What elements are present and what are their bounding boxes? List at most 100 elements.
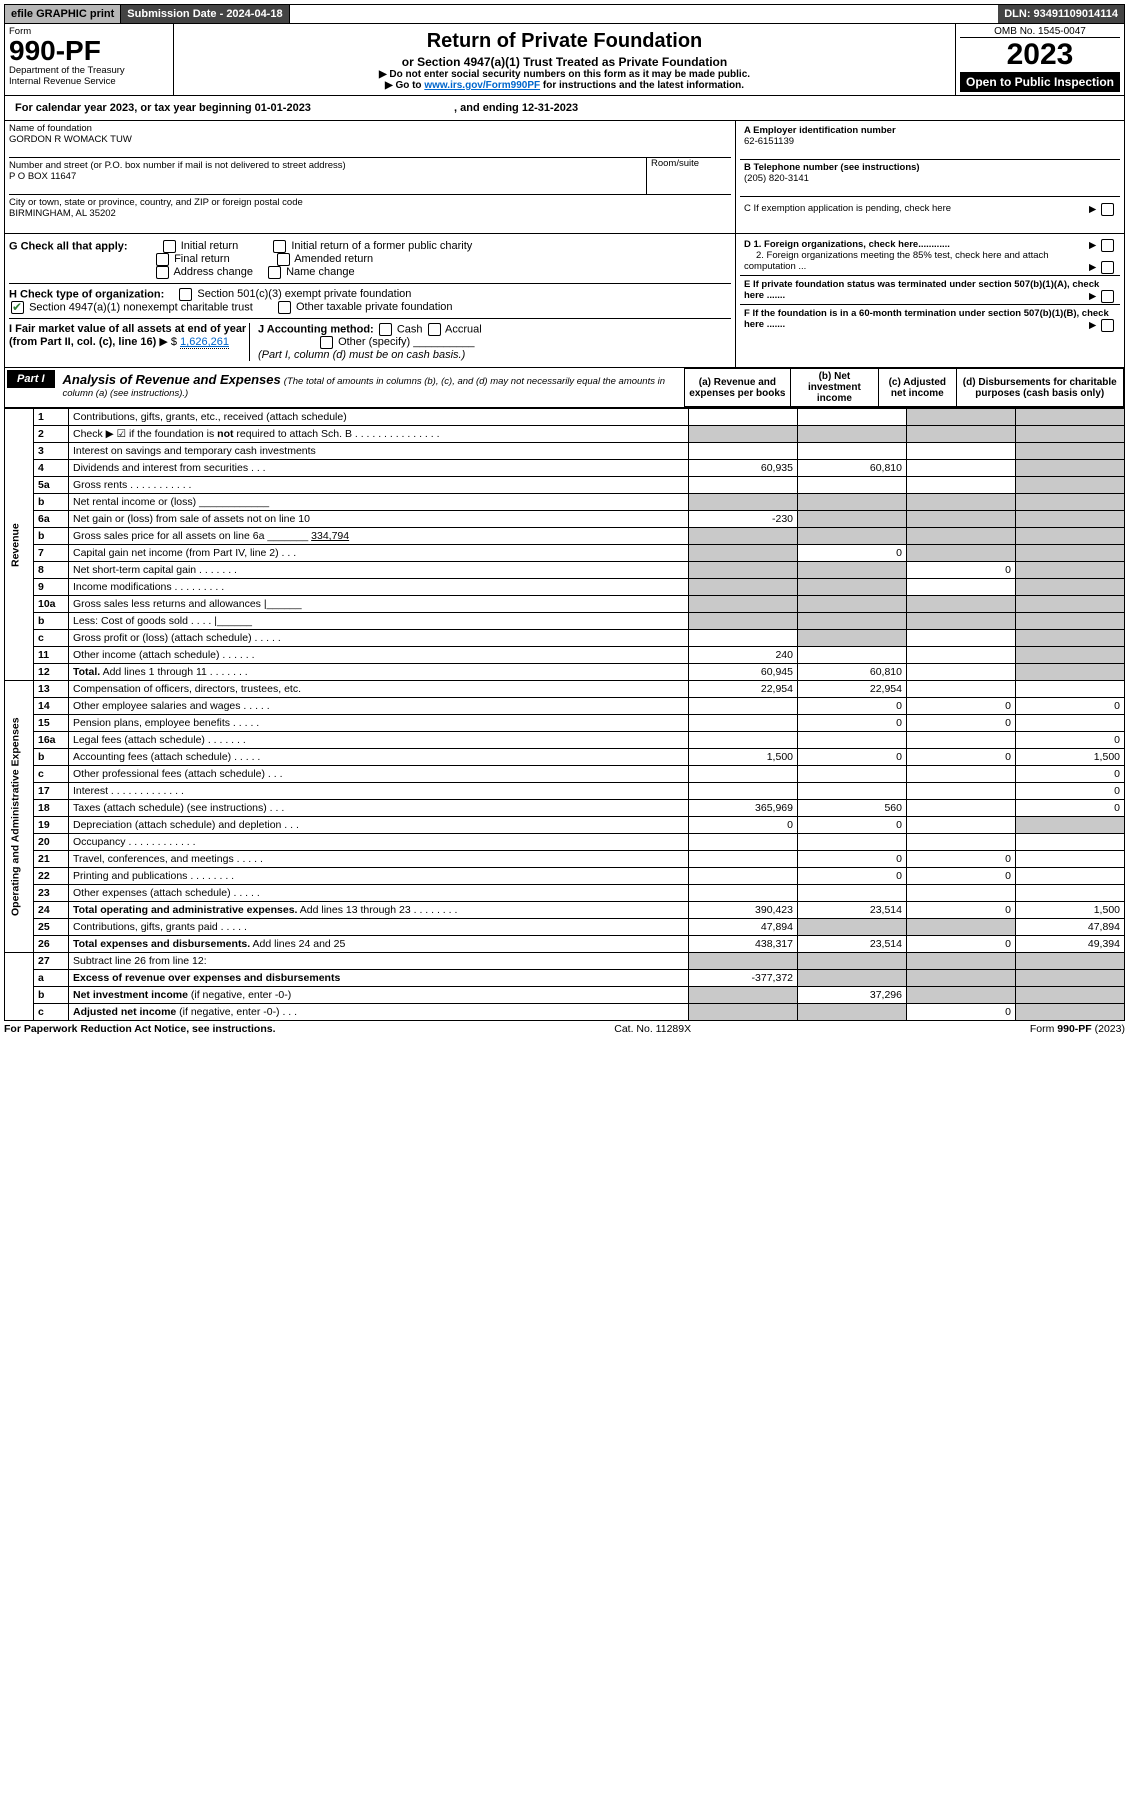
row-number: c: [34, 630, 69, 647]
cell-value: [1016, 834, 1125, 851]
row-number: 8: [34, 562, 69, 579]
cell-value: [1016, 681, 1125, 698]
ein-value: 62-6151139: [744, 136, 794, 147]
cell-value: 23,514: [798, 936, 907, 953]
row-desc: Pension plans, employee benefits . . . .…: [69, 715, 689, 732]
checkbox-e[interactable]: [1101, 290, 1114, 303]
table-row: 6aNet gain or (loss) from sale of assets…: [5, 511, 1125, 528]
table-row: aExcess of revenue over expenses and dis…: [5, 970, 1125, 987]
row-number: 15: [34, 715, 69, 732]
cell-value: 0: [907, 868, 1016, 885]
row-desc: Check ▶ ☑ if the foundation is not requi…: [69, 426, 689, 443]
cell-grey: [798, 494, 907, 511]
cell-value: 0: [907, 851, 1016, 868]
foundation-city: BIRMINGHAM, AL 35202: [9, 208, 116, 219]
cell-value: 0: [907, 698, 1016, 715]
table-row: bNet investment income (if negative, ent…: [5, 987, 1125, 1004]
tax-year: 2023: [960, 38, 1120, 72]
table-row: 23Other expenses (attach schedule) . . .…: [5, 885, 1125, 902]
efile-print-button[interactable]: efile GRAPHIC print: [5, 5, 121, 23]
row-desc: Less: Cost of goods sold . . . . |______: [69, 613, 689, 630]
table-row: 22Printing and publications . . . . . . …: [5, 868, 1125, 885]
row-number: 21: [34, 851, 69, 868]
j-note: (Part I, column (d) must be on cash basi…: [258, 349, 465, 361]
checkbox-accrual[interactable]: [428, 323, 441, 336]
cell-value: 23,514: [798, 902, 907, 919]
cell-value: 0: [798, 868, 907, 885]
checkbox-other-tax[interactable]: [278, 301, 291, 314]
row-number: c: [34, 766, 69, 783]
cell-grey: [1016, 562, 1125, 579]
row-desc: Gross rents . . . . . . . . . . .: [69, 477, 689, 494]
row-desc: Printing and publications . . . . . . . …: [69, 868, 689, 885]
table-row: 25Contributions, gifts, grants paid . . …: [5, 919, 1125, 936]
row-desc: Legal fees (attach schedule) . . . . . .…: [69, 732, 689, 749]
row-number: 2: [34, 426, 69, 443]
table-row: bNet rental income or (loss) ___________…: [5, 494, 1125, 511]
cell-grey: [1016, 494, 1125, 511]
row-number: 6a: [34, 511, 69, 528]
bottom-spacer: [5, 953, 34, 1021]
cell-grey: [798, 970, 907, 987]
cell-value: [689, 766, 798, 783]
checkbox-final[interactable]: [156, 253, 169, 266]
cell-grey: [1016, 528, 1125, 545]
f-label: F If the foundation is in a 60-month ter…: [744, 308, 1109, 330]
row-number: 10a: [34, 596, 69, 613]
cell-value: [689, 783, 798, 800]
cell-value: [798, 783, 907, 800]
cell-value: [689, 885, 798, 902]
cell-value: 0: [907, 1004, 1016, 1021]
cell-value: 0: [1016, 766, 1125, 783]
checkbox-cash[interactable]: [379, 323, 392, 336]
cell-value: [907, 460, 1016, 477]
checkbox-4947[interactable]: [11, 301, 24, 314]
cell-grey: [1016, 426, 1125, 443]
col-c-header: (c) Adjusted net income: [879, 369, 956, 407]
cell-grey: [689, 562, 798, 579]
cell-value: [907, 834, 1016, 851]
cell-value: 0: [907, 562, 1016, 579]
cell-value: [907, 783, 1016, 800]
row-number: b: [34, 494, 69, 511]
form-header: Form 990-PF Department of the Treasury I…: [4, 24, 1125, 96]
dept-label: Department of the Treasury: [9, 65, 169, 76]
foundation-name: GORDON R WOMACK TUW: [9, 134, 132, 145]
form-number: 990-PF: [9, 37, 169, 65]
irs-label: Internal Revenue Service: [9, 76, 169, 87]
cell-grey: [689, 596, 798, 613]
submission-date: Submission Date - 2024-04-18: [121, 5, 289, 23]
cell-value: [907, 681, 1016, 698]
checkbox-initial-former[interactable]: [273, 240, 286, 253]
cell-value: [907, 766, 1016, 783]
cell-grey: [798, 919, 907, 936]
checkbox-d2[interactable]: [1101, 261, 1114, 274]
cell-value: 1,500: [1016, 749, 1125, 766]
checkbox-name[interactable]: [268, 266, 281, 279]
instruction-1: ▶ Do not enter social security numbers o…: [182, 69, 947, 80]
checkbox-other-method[interactable]: [320, 336, 333, 349]
row-desc: Excess of revenue over expenses and disb…: [69, 970, 689, 987]
checkbox-f[interactable]: [1101, 319, 1114, 332]
cell-value: [689, 868, 798, 885]
checkbox-amended[interactable]: [277, 253, 290, 266]
checkbox-d1[interactable]: [1101, 239, 1114, 252]
cell-grey: [907, 596, 1016, 613]
irs-link[interactable]: www.irs.gov/Form990PF: [424, 80, 540, 91]
cell-value: [689, 630, 798, 647]
checkbox-initial[interactable]: [163, 240, 176, 253]
row-number: 11: [34, 647, 69, 664]
row-number: 24: [34, 902, 69, 919]
cell-value: 0: [1016, 732, 1125, 749]
checkbox-address[interactable]: [156, 266, 169, 279]
cell-value: [907, 443, 1016, 460]
cell-grey: [798, 511, 907, 528]
cell-value: [689, 834, 798, 851]
checkbox-c[interactable]: [1101, 203, 1114, 216]
cell-grey: [1016, 460, 1125, 477]
checkbox-501c3[interactable]: [179, 288, 192, 301]
fmv-value[interactable]: 1,626,261: [180, 336, 229, 349]
cell-grey: [907, 987, 1016, 1004]
cell-grey: [689, 579, 798, 596]
row-desc: Depreciation (attach schedule) and deple…: [69, 817, 689, 834]
